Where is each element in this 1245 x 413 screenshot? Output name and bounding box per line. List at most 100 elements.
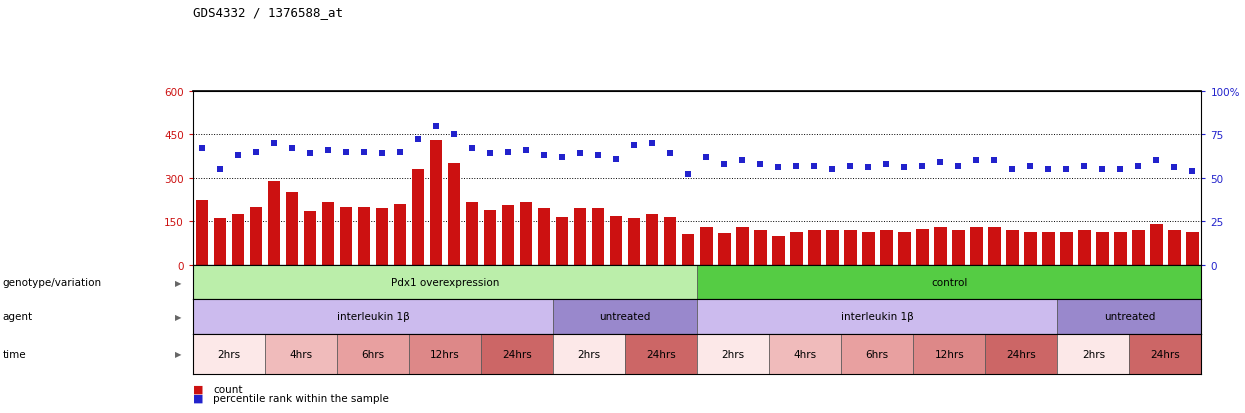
Bar bbox=[574, 209, 586, 265]
Text: GDS4332 / 1376588_at: GDS4332 / 1376588_at bbox=[193, 6, 342, 19]
Point bbox=[1183, 168, 1203, 175]
Text: ■: ■ bbox=[193, 384, 203, 394]
Bar bbox=[1057, 334, 1129, 374]
Point bbox=[804, 163, 824, 169]
Bar bbox=[1078, 230, 1091, 265]
Point bbox=[283, 145, 303, 152]
Text: 4hrs: 4hrs bbox=[289, 349, 312, 359]
Point bbox=[462, 145, 482, 152]
Point bbox=[570, 151, 590, 157]
Bar bbox=[538, 209, 550, 265]
Bar bbox=[193, 334, 265, 374]
Point bbox=[408, 137, 428, 143]
Text: percentile rank within the sample: percentile rank within the sample bbox=[213, 393, 388, 403]
Point bbox=[840, 163, 860, 169]
Text: 6hrs: 6hrs bbox=[361, 349, 385, 359]
Point bbox=[264, 140, 284, 147]
Text: control: control bbox=[931, 278, 967, 287]
Bar bbox=[1129, 334, 1201, 374]
Point bbox=[354, 149, 374, 156]
Bar bbox=[1057, 299, 1201, 334]
Point bbox=[481, 151, 500, 157]
Point bbox=[1002, 166, 1022, 173]
Bar bbox=[772, 236, 784, 265]
Bar bbox=[553, 299, 697, 334]
Point bbox=[1074, 163, 1094, 169]
Bar bbox=[285, 193, 299, 265]
Text: 2hrs: 2hrs bbox=[578, 349, 601, 359]
Bar bbox=[481, 334, 553, 374]
Bar bbox=[880, 230, 893, 265]
Bar bbox=[304, 212, 316, 265]
Bar bbox=[193, 299, 553, 334]
Text: genotype/variation: genotype/variation bbox=[2, 278, 102, 287]
Bar bbox=[502, 206, 514, 265]
Point bbox=[660, 151, 680, 157]
Bar bbox=[646, 215, 659, 265]
Bar bbox=[952, 230, 965, 265]
Text: interleukin 1β: interleukin 1β bbox=[840, 312, 914, 322]
Point bbox=[247, 149, 266, 156]
Bar bbox=[627, 219, 640, 265]
Text: 24hrs: 24hrs bbox=[502, 349, 532, 359]
Text: ▶: ▶ bbox=[174, 312, 182, 321]
Point bbox=[822, 166, 842, 173]
Bar bbox=[591, 209, 605, 265]
Bar bbox=[555, 218, 569, 265]
Point bbox=[768, 165, 788, 171]
Bar bbox=[321, 203, 335, 265]
Text: 12hrs: 12hrs bbox=[935, 349, 964, 359]
Bar bbox=[736, 228, 748, 265]
Text: 24hrs: 24hrs bbox=[1006, 349, 1036, 359]
Point bbox=[1038, 166, 1058, 173]
Point bbox=[553, 154, 573, 161]
Bar bbox=[697, 299, 1057, 334]
Bar bbox=[1006, 230, 1018, 265]
Bar bbox=[376, 209, 388, 265]
Point bbox=[876, 161, 896, 168]
Point bbox=[1147, 158, 1167, 164]
Bar bbox=[844, 230, 857, 265]
Text: ■: ■ bbox=[193, 393, 203, 403]
Bar bbox=[697, 265, 1201, 299]
Bar bbox=[393, 204, 406, 265]
Bar bbox=[682, 235, 695, 265]
Bar bbox=[898, 232, 910, 265]
Bar bbox=[610, 216, 622, 265]
Bar bbox=[825, 230, 839, 265]
Bar bbox=[232, 215, 244, 265]
Bar bbox=[625, 334, 697, 374]
Point bbox=[949, 163, 969, 169]
Point bbox=[930, 159, 950, 166]
Point bbox=[715, 161, 735, 168]
Bar bbox=[250, 207, 263, 265]
Text: 4hrs: 4hrs bbox=[793, 349, 817, 359]
Bar bbox=[1132, 230, 1144, 265]
Bar bbox=[842, 334, 914, 374]
Point bbox=[1057, 166, 1077, 173]
Text: untreated: untreated bbox=[600, 312, 651, 322]
Bar bbox=[520, 203, 533, 265]
Bar bbox=[484, 210, 497, 265]
Point bbox=[426, 123, 446, 130]
Bar bbox=[265, 334, 337, 374]
Point bbox=[858, 165, 878, 171]
Bar bbox=[1114, 232, 1127, 265]
Text: 2hrs: 2hrs bbox=[1082, 349, 1106, 359]
Text: 2hrs: 2hrs bbox=[218, 349, 240, 359]
Point bbox=[1092, 166, 1112, 173]
Bar bbox=[989, 228, 1001, 265]
Point bbox=[444, 132, 464, 138]
Text: 2hrs: 2hrs bbox=[722, 349, 745, 359]
Bar bbox=[862, 232, 874, 265]
Bar bbox=[789, 232, 803, 265]
Point bbox=[606, 156, 626, 163]
Point bbox=[966, 158, 986, 164]
Bar bbox=[337, 334, 410, 374]
Bar bbox=[1042, 232, 1055, 265]
Point bbox=[534, 152, 554, 159]
Bar bbox=[1059, 232, 1073, 265]
Point bbox=[498, 149, 518, 156]
Bar bbox=[1025, 232, 1037, 265]
Point bbox=[317, 147, 337, 154]
